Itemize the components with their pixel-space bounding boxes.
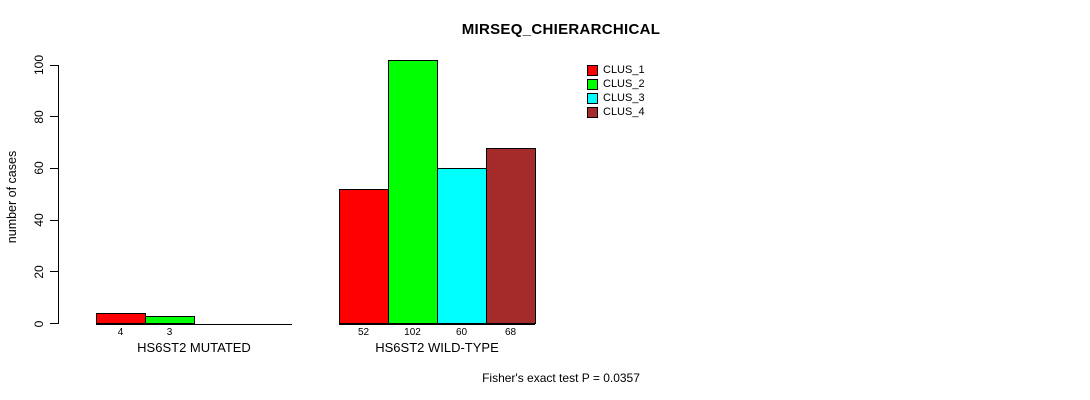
legend-item: CLUS_2 (587, 77, 645, 91)
y-axis-title: number of cases (5, 150, 19, 244)
y-tick-mark (50, 116, 58, 118)
x-axis-group-label: HS6ST2 WILD-TYPE (375, 340, 499, 355)
bar-clus_2 (145, 315, 195, 325)
legend-label: CLUS_4 (603, 106, 645, 118)
y-tick-label: 100 (32, 54, 46, 76)
y-tick-label: 0 (32, 320, 46, 327)
bar-value-label: 4 (117, 327, 124, 338)
bar-value-label: 68 (504, 327, 517, 338)
chart-title: MIRSEQ_CHIERARCHICAL (461, 21, 661, 38)
y-tick-mark (50, 271, 58, 273)
legend-item: CLUS_1 (587, 63, 645, 77)
y-tick-label: 40 (32, 213, 46, 227)
legend-label: CLUS_3 (603, 92, 645, 104)
legend-swatch-clus_4 (587, 106, 598, 118)
bar-clus_1 (339, 189, 389, 325)
y-tick-label: 60 (32, 161, 46, 176)
legend-label: CLUS_2 (603, 78, 645, 90)
bar-value-label: 52 (357, 327, 370, 338)
x-axis-group-label: HS6ST2 MUTATED (137, 340, 251, 355)
bar-clus_2 (388, 59, 438, 325)
y-tick-mark (50, 167, 58, 169)
legend-swatch-clus_2 (587, 78, 598, 90)
y-tick-mark (50, 219, 58, 221)
fisher-test-annotation: Fisher's exact test P = 0.0357 (482, 371, 640, 385)
bar-clus_4 (486, 147, 536, 325)
bar-clus_3 (437, 168, 487, 325)
bar-clus_1 (96, 313, 146, 325)
y-axis-line (57, 65, 59, 324)
legend-item: CLUS_4 (587, 105, 645, 119)
legend: CLUS_1 CLUS_2 CLUS_3 CLUS_4 (587, 63, 645, 119)
y-tick-label: 80 (32, 110, 46, 124)
bar-value-label: 3 (166, 327, 173, 338)
y-tick-label: 20 (32, 265, 46, 279)
y-tick-mark (50, 64, 58, 66)
y-tick-mark (50, 323, 58, 324)
legend-swatch-clus_1 (587, 64, 598, 76)
legend-swatch-clus_3 (587, 92, 598, 104)
legend-item: CLUS_3 (587, 91, 645, 105)
legend-label: CLUS_1 (603, 64, 645, 76)
bar-value-label: 102 (404, 327, 421, 338)
bar-value-label: 60 (455, 327, 468, 338)
